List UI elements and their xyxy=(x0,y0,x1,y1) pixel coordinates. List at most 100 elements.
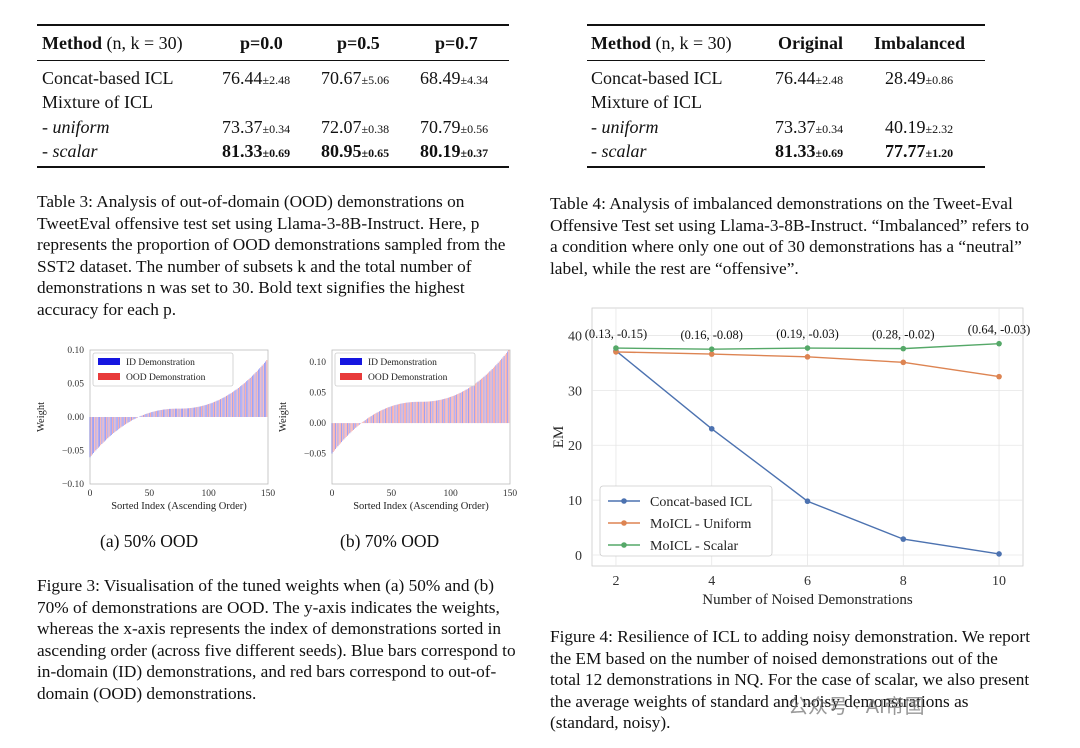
table-cell: 40.19±2.32 xyxy=(885,117,954,137)
table-4-caption: Table 4: Analysis of imbalanced demonstr… xyxy=(550,194,1029,278)
table-row-label: - uniform xyxy=(42,117,110,137)
table-cell: 76.44±2.48 xyxy=(222,68,291,88)
table-row-label: Concat-based ICL xyxy=(591,68,723,88)
data-point xyxy=(708,351,715,357)
x-tick-label: 10 xyxy=(992,574,1006,589)
legend-label-id: ID Demonstration xyxy=(368,358,437,368)
weights-chart-70-ood: 0.10 0.05 0.00 −0.05 0 50 100 150 Sorted Index (… xyxy=(278,349,518,512)
table-cell: 73.37±0.34 xyxy=(775,117,844,137)
table-cell-best: 80.95±0.65 xyxy=(321,141,390,161)
legend-swatch-id xyxy=(340,358,362,365)
table-bottom-rule xyxy=(37,166,509,168)
data-point xyxy=(804,498,811,505)
table-3-caption: Table 3: Analysis of out-of-domain (OOD)… xyxy=(37,192,506,319)
x-axis-label: Sorted Index (Ascending Order) xyxy=(353,501,489,512)
data-point xyxy=(804,354,811,360)
x-tick-label: 100 xyxy=(202,489,217,499)
table-top-rule xyxy=(587,24,985,26)
x-tick-label: 50 xyxy=(387,489,397,499)
table-cell: 68.49±4.34 xyxy=(420,68,489,88)
legend-marker xyxy=(621,520,627,526)
x-tick-label: 8 xyxy=(900,574,907,589)
table-cell: 76.44±2.48 xyxy=(775,68,844,88)
table-row-label: Concat-based ICL xyxy=(42,68,174,88)
data-point xyxy=(613,349,619,355)
y-tick-label: −0.05 xyxy=(304,450,326,460)
table-row-label: - scalar xyxy=(591,141,647,161)
data-point xyxy=(708,346,715,352)
watermark: 公众号 · AI帝国 xyxy=(788,696,925,718)
y-tick-label: 0.00 xyxy=(309,419,326,429)
table-header-col: p=0.5 xyxy=(337,33,380,53)
y-tick-label: −0.10 xyxy=(62,480,84,490)
legend-label: MoICL - Scalar xyxy=(650,539,738,554)
x-axis-label: Number of Noised Demonstrations xyxy=(702,592,913,608)
legend-label-ood: OOD Demonstration xyxy=(368,373,448,383)
table-header-col: p=0.0 xyxy=(240,33,283,53)
data-point xyxy=(900,345,907,352)
point-annotation: (0.13, -0.15) xyxy=(585,327,648,341)
x-tick-label: 150 xyxy=(503,489,518,499)
table-row-label: Mixture of ICL xyxy=(591,92,702,112)
subcaption-b: (b) 70% OOD xyxy=(340,531,440,551)
table-mid-rule xyxy=(587,60,985,61)
point-annotation: (0.16, -0.08) xyxy=(680,328,743,342)
point-annotation: (0.28, -0.02) xyxy=(872,328,935,342)
table-header-col: Original xyxy=(778,33,844,53)
y-tick-label: 20 xyxy=(568,439,582,454)
data-point xyxy=(900,536,907,542)
legend-label-ood: OOD Demonstration xyxy=(126,373,206,383)
x-tick-label: 0 xyxy=(88,489,93,499)
y-tick-label: 0.00 xyxy=(67,413,84,423)
table-row-label: Mixture of ICL xyxy=(42,92,153,112)
table-cell: 70.67±5.06 xyxy=(321,68,390,88)
x-tick-label: 4 xyxy=(708,574,715,589)
table-header-method: Method (n, k = 30) xyxy=(591,33,732,53)
table-header-col: Imbalanced xyxy=(874,33,966,53)
x-tick-label: 6 xyxy=(804,574,811,589)
noise-resilience-chart: 0 10 20 30 40 2 4 6 8 10 Number of Noised Demonstr… xyxy=(551,307,1031,608)
x-tick-label: 2 xyxy=(612,574,619,589)
y-axis-label: Weight xyxy=(278,402,289,432)
legend-marker xyxy=(621,542,627,548)
y-tick-label: 0.10 xyxy=(309,358,326,368)
y-axis-label: Weight xyxy=(36,402,47,432)
table-cell-best: 80.19±0.37 xyxy=(420,141,489,161)
legend-swatch-id xyxy=(98,358,120,365)
table-cell: 70.79±0.56 xyxy=(420,117,489,137)
legend-box xyxy=(599,485,773,557)
y-tick-label: 10 xyxy=(568,494,582,509)
legend-swatch-ood xyxy=(98,373,120,380)
table-cell-best: 81.33±0.69 xyxy=(775,141,844,161)
figure-4-caption: Figure 4: Resilience of ICL to adding no… xyxy=(550,627,1030,732)
y-axis-label: EM xyxy=(551,426,567,449)
x-tick-label: 50 xyxy=(145,489,155,499)
legend-swatch-ood xyxy=(340,373,362,380)
table-mid-rule xyxy=(37,60,509,61)
subcaption-a: (a) 50% OOD xyxy=(100,531,199,551)
table-header-method: Method (n, k = 30) xyxy=(42,33,183,53)
table-row-label: - scalar xyxy=(42,141,98,161)
table-header-col: p=0.7 xyxy=(435,33,478,53)
legend-box xyxy=(92,352,234,387)
y-tick-label: −0.05 xyxy=(62,447,84,457)
table-bottom-rule xyxy=(587,166,985,168)
data-point xyxy=(900,359,907,366)
weights-chart-50-ood: 0.10 0.05 0.00 −0.05 −0.10 0 50 100 150 Sorted In… xyxy=(36,346,276,512)
point-annotation: (0.19, -0.03) xyxy=(776,327,839,341)
data-point xyxy=(613,345,619,351)
legend-box xyxy=(334,352,476,387)
legend-label: MoICL - Uniform xyxy=(650,517,751,532)
figure-3-caption: Figure 3: Visualisation of the tuned wei… xyxy=(37,576,516,703)
table-cell-best: 81.33±0.69 xyxy=(222,141,291,161)
table-cell-best: 77.77±1.20 xyxy=(885,141,954,161)
table-row-label: - uniform xyxy=(591,117,659,137)
x-tick-label: 150 xyxy=(261,489,276,499)
table-cell: 73.37±0.34 xyxy=(222,117,291,137)
y-tick-label: 0.05 xyxy=(67,380,84,390)
y-tick-label: 30 xyxy=(568,384,582,399)
y-tick-label: 0.05 xyxy=(309,389,326,399)
table-cell: 28.49±0.86 xyxy=(885,68,954,88)
y-tick-label: 0 xyxy=(575,549,582,564)
point-annotation: (0.64, -0.03) xyxy=(968,323,1031,337)
